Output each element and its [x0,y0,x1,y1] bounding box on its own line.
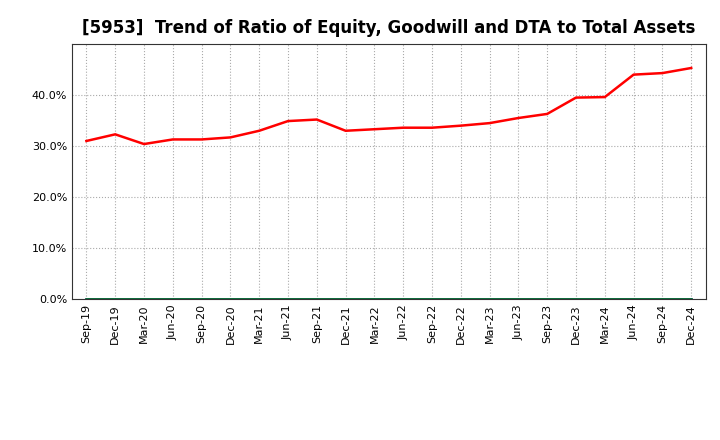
Deferred Tax Assets [514,297,523,302]
Deferred Tax Assets [658,297,667,302]
Equity [312,117,321,122]
Goodwill [485,297,494,302]
Deferred Tax Assets [82,297,91,302]
Deferred Tax Assets [572,297,580,302]
Goodwill [399,297,408,302]
Goodwill [82,297,91,302]
Equity [485,121,494,126]
Goodwill [600,297,609,302]
Deferred Tax Assets [197,297,206,302]
Equity [111,132,120,137]
Deferred Tax Assets [226,297,235,302]
Equity [428,125,436,130]
Deferred Tax Assets [629,297,638,302]
Deferred Tax Assets [543,297,552,302]
Goodwill [111,297,120,302]
Deferred Tax Assets [140,297,148,302]
Goodwill [197,297,206,302]
Goodwill [456,297,465,302]
Deferred Tax Assets [312,297,321,302]
Deferred Tax Assets [456,297,465,302]
Goodwill [658,297,667,302]
Equity [255,128,264,133]
Equity [82,138,91,143]
Equity [226,135,235,140]
Equity [572,95,580,100]
Equity [456,123,465,128]
Equity [629,72,638,77]
Equity [197,137,206,142]
Goodwill [572,297,580,302]
Goodwill [629,297,638,302]
Deferred Tax Assets [255,297,264,302]
Goodwill [687,297,696,302]
Goodwill [226,297,235,302]
Deferred Tax Assets [600,297,609,302]
Deferred Tax Assets [485,297,494,302]
Deferred Tax Assets [687,297,696,302]
Deferred Tax Assets [399,297,408,302]
Goodwill [543,297,552,302]
Deferred Tax Assets [111,297,120,302]
Equity [399,125,408,130]
Equity [514,115,523,121]
Goodwill [284,297,292,302]
Line: Equity: Equity [86,68,691,144]
Equity [140,141,148,147]
Deferred Tax Assets [341,297,350,302]
Goodwill [341,297,350,302]
Equity [168,137,177,142]
Goodwill [255,297,264,302]
Goodwill [140,297,148,302]
Deferred Tax Assets [428,297,436,302]
Goodwill [370,297,379,302]
Deferred Tax Assets [284,297,292,302]
Equity [600,95,609,100]
Goodwill [514,297,523,302]
Goodwill [168,297,177,302]
Equity [370,127,379,132]
Equity [658,70,667,76]
Deferred Tax Assets [168,297,177,302]
Goodwill [312,297,321,302]
Deferred Tax Assets [370,297,379,302]
Equity [687,66,696,71]
Title: [5953]  Trend of Ratio of Equity, Goodwill and DTA to Total Assets: [5953] Trend of Ratio of Equity, Goodwil… [82,19,696,37]
Equity [284,118,292,124]
Equity [543,111,552,117]
Equity [341,128,350,133]
Legend: Equity, Goodwill, Deferred Tax Assets: Equity, Goodwill, Deferred Tax Assets [194,438,583,440]
Goodwill [428,297,436,302]
